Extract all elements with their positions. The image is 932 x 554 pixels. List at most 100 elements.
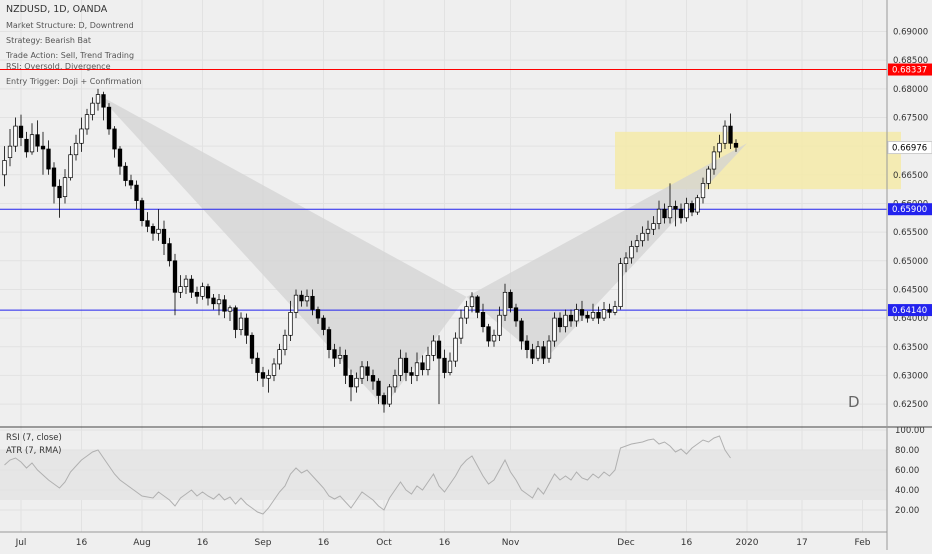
y-tick-label: 0.65000 <box>893 257 928 267</box>
candle-body <box>178 286 183 293</box>
candle-body <box>359 366 365 379</box>
candle-body <box>590 312 596 319</box>
candle-body <box>348 375 354 388</box>
candle-body <box>288 312 293 336</box>
candle-body <box>623 257 629 265</box>
candle-body <box>453 337 458 362</box>
candle-body <box>695 197 700 213</box>
candle-body <box>200 286 205 297</box>
x-tick-label: 2020 <box>736 538 759 548</box>
candle-body <box>645 228 651 234</box>
candle-body <box>519 320 524 342</box>
candle-body <box>541 346 546 359</box>
y-tick-label: 0.65500 <box>893 228 928 238</box>
candle-body <box>35 134 40 147</box>
candle-body <box>601 309 607 319</box>
candle-body <box>24 138 29 153</box>
candle-body <box>2 160 7 176</box>
candle-body <box>18 125 24 138</box>
candle-body <box>299 294 304 302</box>
candle-body <box>145 220 150 227</box>
candle-body <box>431 340 436 356</box>
x-tick-label: 16 <box>681 538 693 548</box>
candle-body <box>568 314 574 322</box>
candle-body <box>167 243 172 262</box>
candle-body <box>233 307 238 330</box>
pattern-bcd-triangle <box>466 143 747 362</box>
candle-body <box>535 346 541 359</box>
candle-body <box>651 223 656 230</box>
level-price-tag <box>888 304 932 317</box>
candle-body <box>249 334 255 359</box>
candle-body <box>524 340 530 350</box>
candle-body <box>381 395 387 405</box>
x-tick-label: Sep <box>255 538 272 548</box>
candle-body <box>387 386 392 405</box>
candle-body <box>612 306 618 313</box>
candle-body <box>255 357 260 373</box>
candle-body <box>436 340 442 359</box>
candle-body <box>728 125 733 144</box>
y-tick-label: 0.67500 <box>893 113 928 123</box>
y-tick-label: 0.68000 <box>893 85 928 95</box>
rsi-indicator-label[interactable]: RSI (7, close) <box>6 433 62 443</box>
level-price-tag <box>888 203 932 216</box>
candle-body <box>51 167 57 187</box>
candle-body <box>425 355 431 371</box>
candle-body <box>68 154 73 179</box>
note-rsi: RSI: Oversold, Divergence <box>6 62 111 71</box>
candle-body <box>530 349 535 359</box>
candle-body <box>607 309 612 313</box>
candle-body <box>260 372 266 379</box>
candle-body <box>579 309 585 316</box>
candle-body <box>447 360 453 373</box>
candle-body <box>464 306 469 319</box>
candle-body <box>183 278 189 287</box>
candle-body <box>332 349 337 359</box>
candle-body <box>106 106 112 130</box>
candle-body <box>552 317 557 342</box>
candle-body <box>717 142 722 153</box>
candle-body <box>244 317 249 336</box>
candle-body <box>486 326 491 342</box>
candle-body <box>310 295 315 310</box>
candle-body <box>502 291 508 316</box>
candle-body <box>442 357 447 373</box>
candle-body <box>508 291 513 309</box>
candle-body <box>640 232 645 242</box>
candle-body <box>662 208 667 219</box>
candle-body <box>684 203 689 219</box>
candle-body <box>282 334 288 350</box>
candle-body <box>321 317 326 330</box>
candle-body <box>546 340 552 359</box>
y-tick-label: 0.68500 <box>893 56 928 66</box>
candle-body <box>326 329 332 350</box>
candle-body <box>189 278 194 293</box>
candle-body <box>172 260 178 293</box>
candle-body <box>365 366 370 376</box>
level-price-label: 0.64140 <box>892 306 927 316</box>
pattern-xab-triangle <box>98 94 467 407</box>
candle-body <box>293 294 299 313</box>
candle-body <box>315 309 321 319</box>
candle-body <box>513 307 519 322</box>
candle-body <box>62 177 68 197</box>
candle-body <box>128 180 134 186</box>
candle-body <box>150 226 156 234</box>
y-tick-label: 0.66500 <box>893 171 928 181</box>
candle-body <box>90 102 95 115</box>
candle-body <box>392 375 398 388</box>
x-tick-label: Oct <box>376 538 392 548</box>
note-entry-trigger: Entry Trigger: Doji + Confirmation <box>6 77 142 86</box>
symbol-title[interactable]: NZDUSD, 1D, OANDA <box>6 4 108 15</box>
y-tick-label: 0.62500 <box>893 400 928 410</box>
x-tick-label: Dec <box>617 538 634 548</box>
candle-body <box>161 228 167 244</box>
candle-body <box>156 228 161 234</box>
x-tick-label: 16 <box>76 538 88 548</box>
rsi-tick-label: 100.00 <box>895 426 925 436</box>
atr-indicator-label[interactable]: ATR (7, RMA) <box>6 446 62 456</box>
candle-body <box>40 145 46 150</box>
y-tick-label: 0.63500 <box>893 343 928 353</box>
